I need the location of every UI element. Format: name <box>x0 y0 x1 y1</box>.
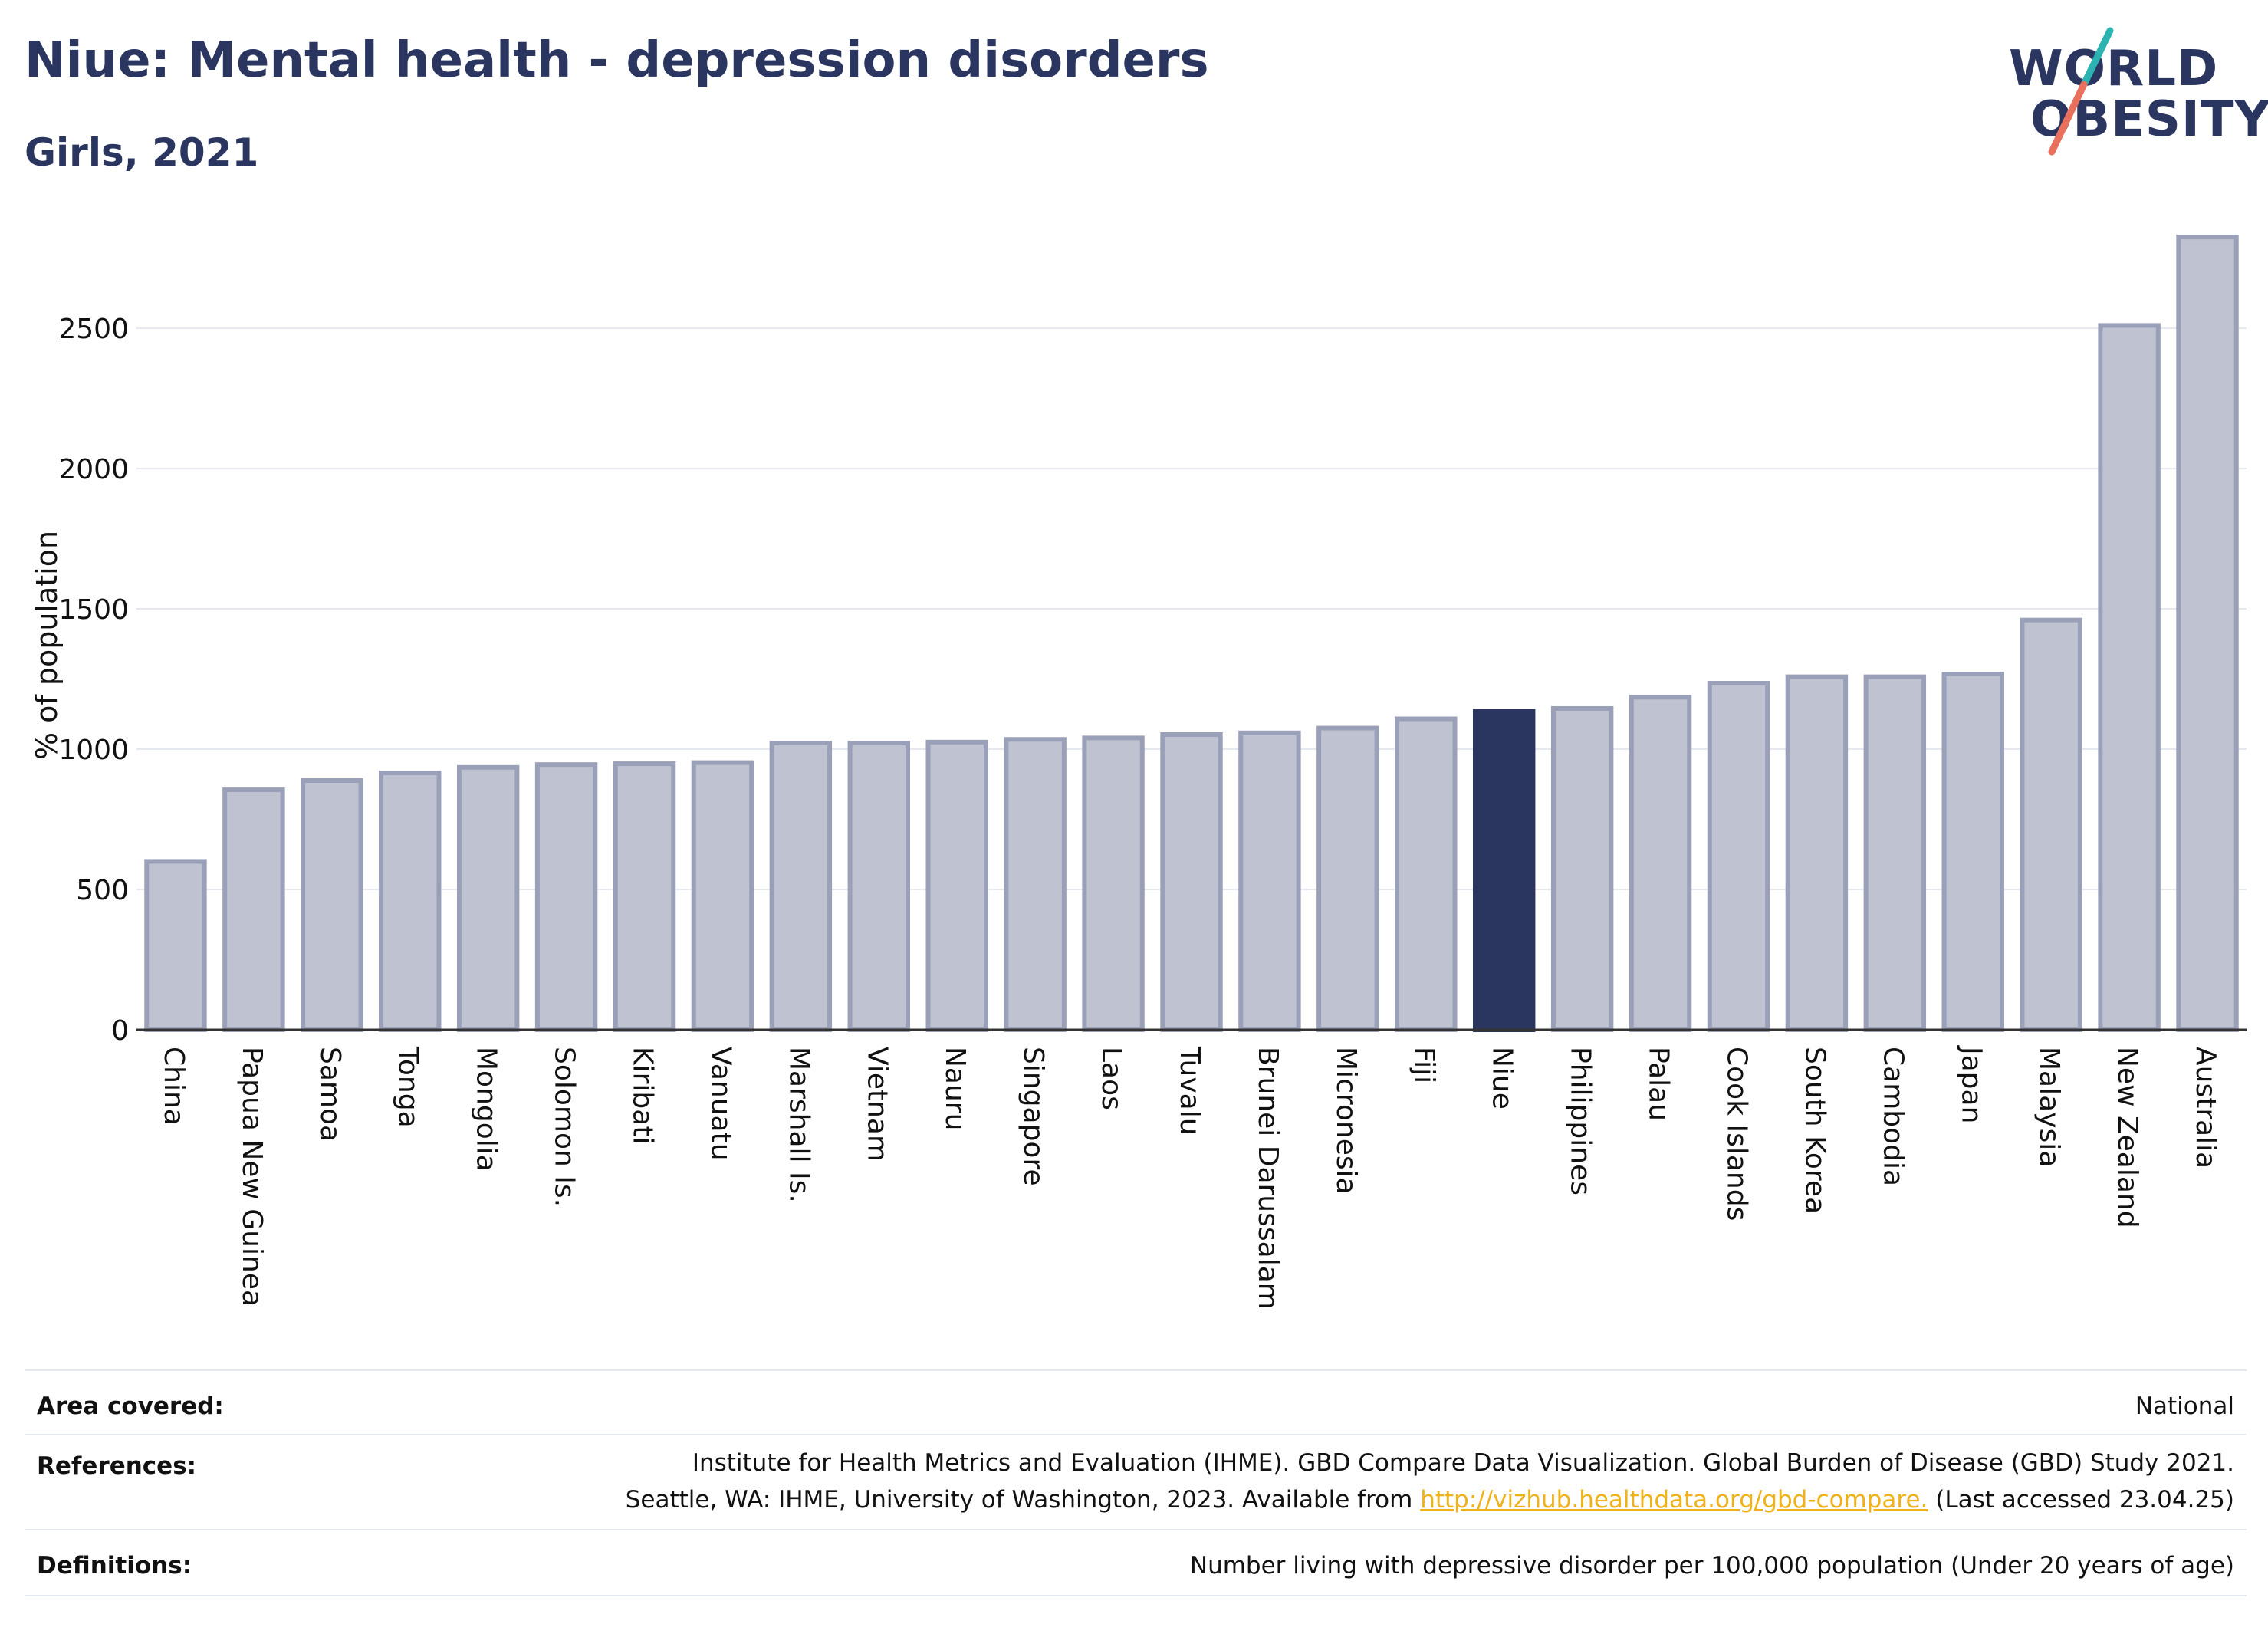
bar-tonga <box>379 771 442 1032</box>
y-tick-label: 2500 <box>58 314 129 345</box>
bar-south-korea <box>1785 674 1849 1032</box>
bar-palau <box>1629 695 1692 1033</box>
x-tick-label: Micronesia <box>1330 1047 1362 1195</box>
bar-fiji <box>1395 716 1458 1032</box>
y-axis-label: % of population <box>30 531 64 760</box>
footer-row-references: References: Institute for Health Metrics… <box>25 1434 2247 1530</box>
bar-papua-new-guinea <box>222 787 285 1032</box>
y-axis-ticks: 0 500 1000 1500 2000 2500 <box>58 314 129 1047</box>
bar-chart: 0 500 1000 1500 2000 2500 % of population Chi… <box>30 235 2247 1310</box>
bar-japan <box>1941 671 2004 1032</box>
y-tick-label: 1000 <box>58 735 129 766</box>
y-tick-label: 2000 <box>58 454 129 485</box>
footer-row-area: Area covered: National <box>25 1369 2247 1435</box>
x-tick-label: Vanuatu <box>705 1047 736 1161</box>
x-tick-label: Tuvalu <box>1174 1046 1205 1136</box>
chart-title: Niue: Mental health - depression disorde… <box>25 32 1209 89</box>
bar-australia <box>2176 235 2239 1032</box>
references-text: Institute for Health Metrics and Evaluat… <box>626 1445 2234 1518</box>
x-tick-label: Marshall Is. <box>783 1047 814 1203</box>
x-tick-label: Malaysia <box>2033 1047 2065 1167</box>
y-tick-label: 1500 <box>58 594 129 626</box>
x-tick-label: Palau <box>1643 1047 1675 1121</box>
references-label: References: <box>37 1452 197 1480</box>
x-tick-label: Solomon Is. <box>549 1047 580 1207</box>
footer-row-definitions: Definitions: Number living with depressi… <box>25 1529 2247 1596</box>
x-tick-label: Kiribati <box>627 1047 659 1144</box>
x-tick-label: Samoa <box>314 1047 346 1142</box>
x-tick-label: Singapore <box>1017 1047 1049 1186</box>
bar-malaysia <box>2020 617 2082 1032</box>
x-tick-label: Fiji <box>1408 1047 1440 1083</box>
bar-cambodia <box>1863 674 1927 1032</box>
bar-micronesia <box>1316 725 1379 1032</box>
references-link[interactable]: http://vizhub.healthdata.org/gbd-compare… <box>1420 1486 1928 1514</box>
bar-tuvalu <box>1160 732 1223 1032</box>
bar-mongolia <box>456 764 520 1032</box>
x-tick-label: Laos <box>1096 1047 1127 1110</box>
x-tick-label: South Korea <box>1799 1047 1830 1214</box>
x-axis-tick-labels: China Papua New Guinea Samoa Tonga Mongolia S… <box>158 1045 2221 1310</box>
bar-laos <box>1082 735 1145 1032</box>
x-tick-label: New Zealand <box>2112 1047 2143 1228</box>
x-tick-label: Philippines <box>1565 1047 1596 1195</box>
x-tick-label: Cambodia <box>1877 1047 1908 1186</box>
bar-niue <box>1472 709 1536 1032</box>
chart-footer: Area covered: National References: Insti… <box>25 1369 2247 1599</box>
bar-new-zealand <box>2098 323 2161 1032</box>
x-tick-label: Papua New Guinea <box>236 1047 268 1307</box>
x-tick-label: Niue <box>1487 1047 1518 1110</box>
bar-solomon-is <box>534 762 598 1032</box>
y-tick-label: 500 <box>76 875 129 906</box>
bar-cook-islands <box>1707 681 1770 1032</box>
x-tick-label: Vietnam <box>861 1047 892 1162</box>
bar-vietnam <box>847 740 911 1033</box>
x-tick-label: Cook Islands <box>1721 1047 1752 1221</box>
bar-vanuatu <box>691 760 754 1032</box>
definitions-value: Number living with depressive disorder p… <box>1189 1552 2234 1580</box>
x-tick-label: Tonga <box>393 1046 424 1128</box>
x-tick-label: Brunei Darussalam <box>1252 1047 1284 1310</box>
bar-singapore <box>1004 737 1067 1032</box>
x-tick-label: China <box>158 1047 189 1126</box>
definitions-label: Definitions: <box>37 1552 192 1580</box>
chart-subtitle: Girls, 2021 <box>25 130 259 175</box>
x-tick-label: Mongolia <box>471 1047 502 1172</box>
x-tick-label: Nauru <box>939 1047 971 1130</box>
world-obesity-logo: WORLD OBESITY <box>2001 21 2268 175</box>
bars <box>144 235 2239 1033</box>
bar-philippines <box>1550 705 1614 1032</box>
area-covered-value: National <box>2135 1392 2234 1420</box>
bar-marshall-is <box>769 740 833 1033</box>
bar-brunei-darussalam <box>1238 730 1301 1033</box>
bar-china <box>144 859 207 1033</box>
bar-kiribati <box>613 761 676 1032</box>
logo-line-1: WORLD <box>2009 41 2219 97</box>
x-tick-label: Japan <box>1955 1045 1987 1123</box>
references-line-2-end: (Last accessed 23.04.25) <box>1928 1486 2234 1514</box>
references-line-1: Institute for Health Metrics and Evaluat… <box>692 1449 2234 1477</box>
references-line-2-start: Seattle, WA: IHME, University of Washing… <box>625 1486 1421 1514</box>
references-line-2: Seattle, WA: IHME, University of Washing… <box>626 1481 2234 1518</box>
bar-samoa <box>301 778 363 1032</box>
logo-slash-icon <box>2048 27 2114 156</box>
area-covered-label: Area covered: <box>37 1392 224 1420</box>
y-tick-label: 0 <box>111 1015 129 1047</box>
x-tick-label: Australia <box>2190 1047 2221 1169</box>
bar-nauru <box>925 739 988 1033</box>
